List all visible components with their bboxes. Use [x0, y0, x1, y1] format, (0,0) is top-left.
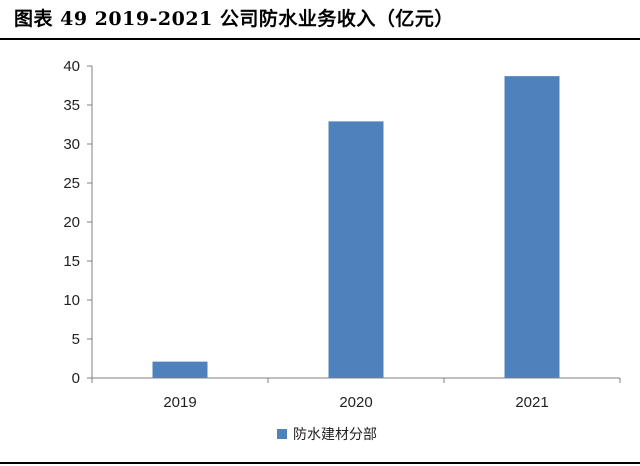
y-axis: 0 5 10 15 20 25 30 35 40 [63, 58, 93, 387]
x-tick-label: 2019 [163, 394, 196, 411]
legend-label: 防水建材分部 [293, 427, 377, 443]
y-tick-label: 40 [63, 58, 80, 75]
x-tick-label: 2020 [339, 394, 372, 411]
y-tick-label: 15 [63, 253, 80, 270]
y-tick-label: 25 [63, 175, 80, 192]
chart-title: 图表 49 2019-2021 公司防水业务收入（亿元） [14, 8, 454, 30]
title-rule [0, 38, 640, 40]
x-tick-label: 2021 [515, 394, 548, 411]
bottom-rule [0, 462, 640, 464]
x-axis: 2019 2020 2021 [91, 377, 621, 411]
y-tick-label: 5 [72, 331, 80, 348]
legend: 防水建材分部 [277, 427, 377, 443]
bar-2019 [152, 361, 208, 378]
bar-2020 [328, 121, 384, 378]
y-tick-label: 20 [63, 214, 80, 231]
y-tick-label: 0 [72, 370, 80, 387]
bars [152, 76, 560, 378]
y-tick-label: 30 [63, 136, 80, 153]
bar-2021 [504, 76, 560, 378]
legend-swatch [277, 429, 287, 439]
y-tick-label: 10 [63, 292, 80, 309]
y-tick-label: 35 [63, 97, 80, 114]
